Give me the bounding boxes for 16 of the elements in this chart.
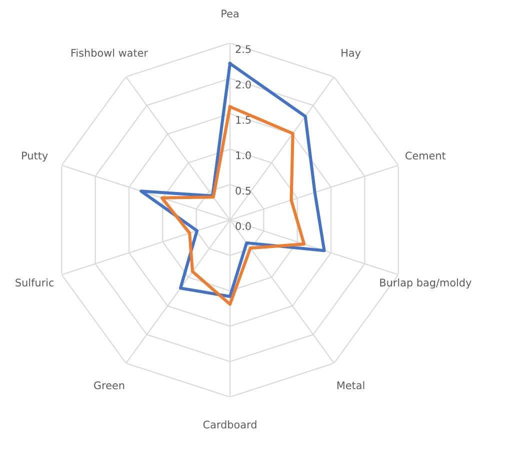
spoke-label: Green [94,381,124,390]
spoke-label: Hay [342,49,361,59]
spoke-label: Metal [337,381,364,390]
spoke-label: Putty [22,152,48,162]
y-tick-label: 0.5 [236,186,251,195]
y-tick-label: 2.5 [236,45,251,54]
y-tick-label: 1.0 [236,151,251,160]
spoke-label: Cardboard [203,420,256,428]
y-tick-label: 2.0 [236,80,251,88]
spoke-label: Fishbowl water [71,48,148,57]
y-tick-label: 0.0 [236,222,251,230]
spoke-label: Cement [406,152,446,160]
spoke-label: Burlap bag/moldy [380,278,472,289]
spoke-label: Pea [222,10,238,18]
y-tick-label: 1.5 [236,116,251,124]
spoke-label: Sulfuric [16,278,54,287]
